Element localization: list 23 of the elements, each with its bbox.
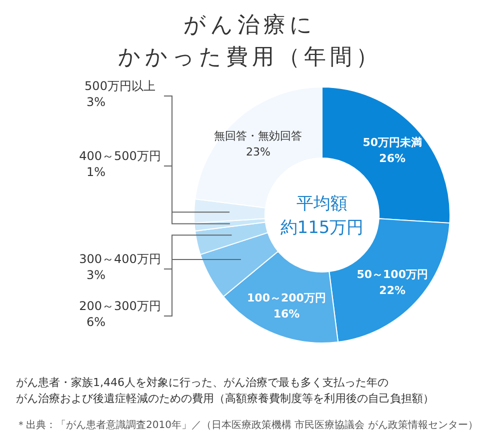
slice-label: 無回答・無効回答 [214, 130, 302, 143]
data-label: 1% [86, 165, 106, 179]
slice-label: 300～400万円 [79, 252, 161, 266]
text: 約115万円 [280, 218, 364, 238]
text: がん患者・家族1,446人を対象に行った、がん治療で最も多く支払った年の [16, 376, 388, 389]
text: ＊出典：「がん患者意識調査2010年」／（日本医療政策機構 市民医療協議会 がん政策情報センター） [16, 419, 478, 431]
text: 平均額 [296, 194, 348, 214]
chart-title: がん治療に [184, 13, 316, 38]
data-label: 3% [86, 95, 106, 109]
slice-label: 50万円未満 [362, 136, 422, 149]
slice-label: 100～200万円 [247, 292, 326, 305]
slice-label: 500万円以上 [84, 79, 156, 93]
data-label: 23% [246, 146, 270, 159]
data-label: 22% [379, 284, 406, 298]
data-label: 16% [273, 308, 300, 321]
text: がん治療および後遺症軽減のための費用（高額療養費制度等を利用後の自己負担額） [16, 392, 434, 405]
data-label: 26% [379, 152, 406, 165]
slice-label: 400～500万円 [79, 149, 161, 163]
data-label: 3% [86, 268, 106, 282]
chart-subtitle: かかった費用（年間） [118, 45, 382, 70]
data-label: 6% [86, 315, 106, 329]
slice-label: 50～100万円 [356, 268, 428, 282]
slice-label: 200～300万円 [79, 299, 161, 313]
